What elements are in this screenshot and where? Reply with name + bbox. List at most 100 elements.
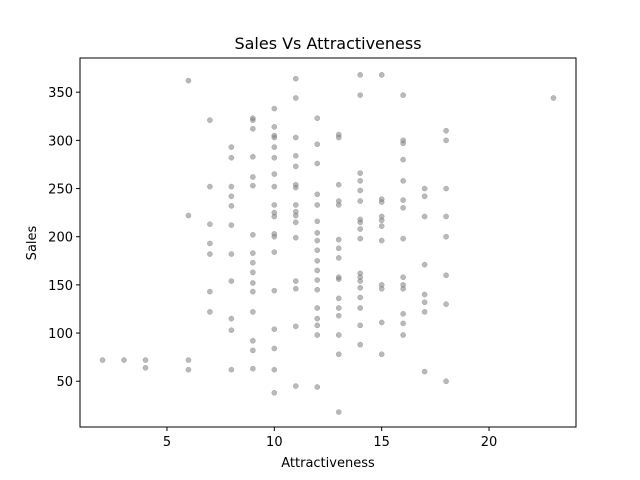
data-point bbox=[271, 345, 278, 352]
data-point bbox=[335, 134, 342, 141]
data-point bbox=[228, 144, 235, 150]
data-point bbox=[400, 140, 407, 147]
data-point bbox=[335, 351, 342, 358]
data-point bbox=[421, 213, 428, 220]
y-tick-label: 50 bbox=[56, 375, 73, 390]
data-point bbox=[357, 219, 364, 226]
data-point bbox=[228, 154, 235, 161]
x-tick-label: 5 bbox=[163, 435, 171, 450]
data-point bbox=[292, 95, 299, 101]
data-point bbox=[271, 144, 278, 150]
data-point bbox=[314, 384, 321, 390]
data-point bbox=[314, 218, 321, 225]
data-point bbox=[271, 202, 278, 208]
data-point bbox=[378, 319, 385, 326]
chart-title: Sales Vs Attractiveness bbox=[234, 34, 421, 53]
data-point bbox=[271, 389, 278, 396]
data-point bbox=[400, 156, 407, 163]
data-point bbox=[357, 177, 364, 184]
data-point bbox=[292, 285, 299, 292]
data-point bbox=[314, 267, 321, 274]
data-point bbox=[271, 213, 278, 220]
data-point bbox=[443, 272, 449, 279]
data-point bbox=[271, 233, 278, 240]
data-point bbox=[314, 160, 321, 167]
data-point bbox=[357, 341, 364, 348]
data-point bbox=[314, 247, 321, 254]
data-point bbox=[292, 152, 299, 159]
data-point bbox=[292, 184, 299, 191]
data-point bbox=[228, 183, 235, 190]
data-point bbox=[314, 257, 321, 264]
data-point bbox=[228, 366, 235, 373]
data-point bbox=[443, 378, 449, 385]
data-point bbox=[357, 92, 364, 98]
data-point bbox=[378, 237, 385, 244]
data-point bbox=[421, 185, 428, 192]
data-point bbox=[400, 285, 407, 292]
data-point bbox=[335, 202, 342, 208]
data-point bbox=[421, 291, 428, 298]
data-point bbox=[292, 202, 299, 208]
data-point bbox=[550, 95, 557, 101]
data-point bbox=[335, 245, 342, 252]
y-tick-label: 100 bbox=[48, 327, 73, 342]
data-point bbox=[249, 309, 256, 315]
data-point bbox=[292, 219, 299, 226]
data-point bbox=[271, 105, 278, 112]
data-point bbox=[400, 320, 407, 327]
data-point bbox=[292, 75, 299, 82]
data-point bbox=[400, 92, 407, 98]
data-point bbox=[207, 240, 213, 247]
data-point bbox=[400, 177, 407, 184]
data-points bbox=[99, 72, 557, 415]
data-point bbox=[292, 278, 299, 284]
data-point bbox=[421, 261, 428, 268]
data-point bbox=[378, 285, 385, 292]
data-point bbox=[357, 170, 364, 176]
x-tick-label: 10 bbox=[266, 435, 283, 450]
data-point bbox=[443, 233, 449, 240]
y-tick-label: 250 bbox=[48, 183, 73, 198]
data-point bbox=[292, 323, 299, 330]
data-point bbox=[378, 351, 385, 358]
data-point bbox=[249, 347, 256, 354]
data-point bbox=[314, 315, 321, 322]
data-point bbox=[421, 193, 428, 200]
data-point bbox=[357, 235, 364, 242]
data-point bbox=[249, 337, 256, 344]
y-tick-label: 150 bbox=[48, 279, 73, 294]
data-point bbox=[335, 312, 342, 319]
data-point bbox=[249, 153, 256, 160]
data-point bbox=[443, 137, 449, 144]
data-point bbox=[249, 288, 256, 295]
data-point bbox=[400, 235, 407, 242]
y-tick-label: 300 bbox=[48, 134, 73, 149]
data-point bbox=[228, 278, 235, 284]
data-point bbox=[335, 276, 342, 282]
data-point bbox=[185, 77, 192, 84]
y-tick-label: 350 bbox=[48, 86, 73, 101]
data-point bbox=[357, 187, 364, 194]
data-point bbox=[271, 249, 278, 255]
data-point bbox=[271, 183, 278, 190]
data-point bbox=[314, 277, 321, 283]
data-point bbox=[185, 212, 192, 219]
data-point bbox=[421, 299, 428, 306]
data-point bbox=[249, 182, 256, 189]
data-point bbox=[357, 294, 364, 301]
data-point bbox=[249, 269, 256, 276]
data-point bbox=[357, 284, 364, 291]
data-point bbox=[249, 174, 256, 180]
data-point bbox=[314, 322, 321, 329]
data-point bbox=[400, 204, 407, 211]
data-point bbox=[207, 183, 213, 190]
data-point bbox=[249, 250, 256, 256]
data-point bbox=[443, 127, 449, 134]
data-point bbox=[357, 226, 364, 232]
data-point bbox=[207, 251, 213, 257]
data-point bbox=[400, 332, 407, 338]
data-point bbox=[249, 231, 256, 238]
data-point bbox=[292, 163, 299, 170]
data-point bbox=[400, 197, 407, 203]
